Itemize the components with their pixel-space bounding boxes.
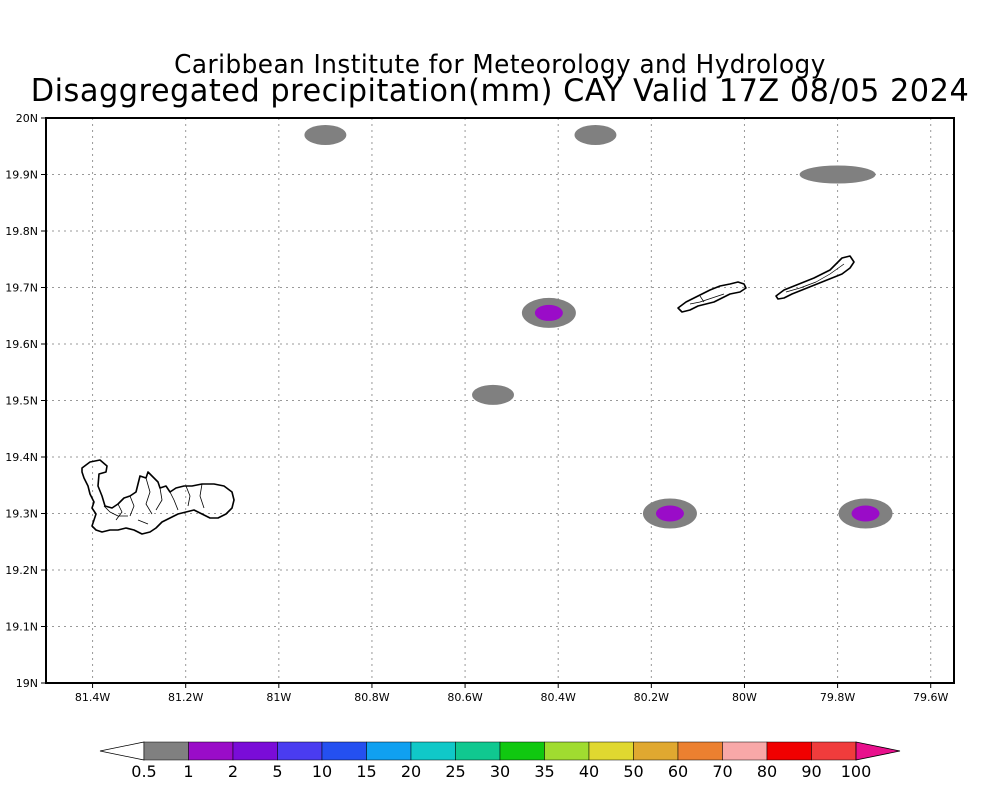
map-title: Disaggregated precipitation(mm) CAY Vali… bbox=[30, 73, 970, 109]
y-tick-label: 20N bbox=[16, 112, 38, 125]
axis-ticks: 81.4W 81.2W 81W 80.8W 80.6W 80.4W 80.2W 80W 79.8… bbox=[5, 112, 948, 704]
colorbar-low-arrow bbox=[99, 741, 145, 761]
institution-title: Caribbean Institute for Meteorology and … bbox=[174, 50, 826, 80]
y-tick-label: 19.1N bbox=[5, 621, 38, 634]
colorbar-high-arrow bbox=[855, 741, 901, 761]
x-tick-label: 79.8W bbox=[820, 691, 855, 704]
colorbar-label: 1 bbox=[183, 762, 193, 781]
coastlines bbox=[81, 255, 855, 535]
precip-area bbox=[574, 124, 617, 145]
colorbar-swatch bbox=[633, 741, 679, 761]
y-tick-label: 19.7N bbox=[5, 282, 38, 295]
precip-outer bbox=[799, 165, 876, 184]
x-tick-label: 80.6W bbox=[447, 691, 482, 704]
y-tick-label: 19.9N bbox=[5, 169, 38, 182]
precip-outer bbox=[574, 124, 617, 145]
y-tick-label: 19.4N bbox=[5, 451, 38, 464]
precip-outer bbox=[472, 384, 515, 405]
colorbar-swatch bbox=[544, 741, 590, 761]
colorbar-swatch bbox=[811, 741, 857, 761]
colorbar-swatch bbox=[722, 741, 768, 761]
y-tick-label: 19.8N bbox=[5, 225, 38, 238]
colorbar-label: 20 bbox=[401, 762, 421, 781]
colorbar-label: 70 bbox=[712, 762, 732, 781]
precip-area bbox=[304, 124, 347, 145]
precip-core bbox=[655, 505, 684, 522]
colorbar-swatch bbox=[499, 741, 545, 761]
x-tick-label: 81.4W bbox=[75, 691, 110, 704]
colorbar-swatch bbox=[277, 741, 323, 761]
y-tick-label: 19.5N bbox=[5, 395, 38, 408]
colorbar-label: 100 bbox=[841, 762, 872, 781]
colorbar-label: 30 bbox=[490, 762, 510, 781]
y-tick-label: 19.3N bbox=[5, 508, 38, 521]
precip-area bbox=[521, 297, 576, 328]
x-tick-label: 80.8W bbox=[354, 691, 389, 704]
precipitation-areas bbox=[304, 124, 893, 529]
x-tick-label: 80W bbox=[732, 691, 757, 704]
colorbar-swatch bbox=[677, 741, 723, 761]
y-tick-label: 19.6N bbox=[5, 338, 38, 351]
precip-area bbox=[472, 384, 515, 405]
precip-area bbox=[799, 165, 876, 184]
y-tick-label: 19.2N bbox=[5, 564, 38, 577]
x-tick-label: 81.2W bbox=[168, 691, 203, 704]
colorbar-label: 90 bbox=[801, 762, 821, 781]
colorbar-swatch bbox=[410, 741, 456, 761]
colorbar-swatch bbox=[232, 741, 278, 761]
precip-area bbox=[838, 498, 893, 529]
colorbar-label: 15 bbox=[356, 762, 376, 781]
colorbar-swatch bbox=[455, 741, 501, 761]
cayman-brac-inner-lines bbox=[785, 263, 845, 293]
x-tick-label: 80.2W bbox=[634, 691, 669, 704]
colorbar-label: 40 bbox=[579, 762, 599, 781]
colorbar-label: 5 bbox=[272, 762, 282, 781]
x-tick-label: 81W bbox=[266, 691, 291, 704]
colorbar: 0.5 1 2 5 10 15 20 25 30 35 40 50 60 70 80 90 100 bbox=[99, 741, 901, 781]
colorbar-label: 60 bbox=[668, 762, 688, 781]
colorbar-swatch bbox=[321, 741, 367, 761]
y-tick-label: 19N bbox=[16, 677, 38, 690]
grand-cayman-district-lines bbox=[103, 477, 205, 525]
colorbar-label: 0.5 bbox=[131, 762, 156, 781]
precip-core bbox=[534, 304, 563, 321]
colorbar-label: 25 bbox=[445, 762, 465, 781]
grand-cayman-outline bbox=[81, 459, 235, 535]
little-cayman-outline bbox=[677, 281, 747, 313]
colorbar-swatch bbox=[366, 741, 412, 761]
colorbar-label: 50 bbox=[623, 762, 643, 781]
colorbar-label: 2 bbox=[228, 762, 238, 781]
x-tick-label: 80.4W bbox=[541, 691, 576, 704]
colorbar-label: 10 bbox=[312, 762, 332, 781]
precip-area bbox=[642, 498, 697, 529]
precip-outer bbox=[304, 124, 347, 145]
colorbar-label: 80 bbox=[757, 762, 777, 781]
colorbar-swatch bbox=[588, 741, 634, 761]
precip-core bbox=[851, 505, 880, 522]
cayman-brac-outline bbox=[775, 255, 855, 300]
x-tick-label: 79.6W bbox=[913, 691, 948, 704]
colorbar-swatch bbox=[766, 741, 812, 761]
colorbar-swatch bbox=[143, 741, 189, 761]
colorbar-label: 35 bbox=[534, 762, 554, 781]
colorbar-swatch bbox=[188, 741, 234, 761]
little-cayman-inner-lines bbox=[689, 293, 725, 305]
